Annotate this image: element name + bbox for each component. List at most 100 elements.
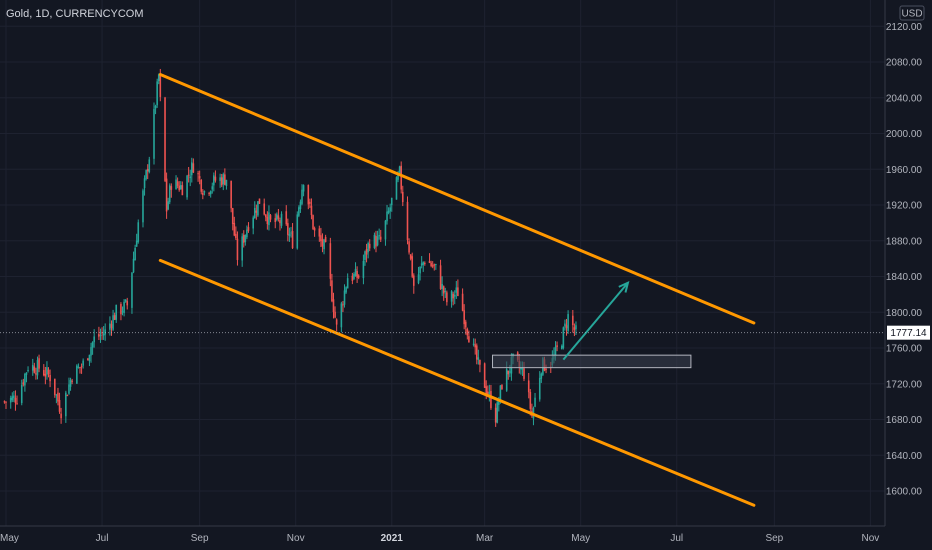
candle-body	[99, 335, 102, 337]
x-tick-label: May	[0, 533, 19, 544]
candle-body	[446, 292, 448, 303]
candle-body	[244, 235, 247, 243]
candle-body	[474, 344, 477, 348]
candle-body	[444, 290, 447, 292]
candle-body	[356, 270, 358, 278]
support-zone[interactable]	[492, 354, 692, 369]
candle-body	[208, 193, 210, 195]
candle-body	[521, 367, 524, 370]
candle-body	[55, 394, 58, 396]
x-axis-labels: May Jul Sep Nov 2021 Mar May Jul Sep Nov	[0, 533, 879, 544]
candle-body	[368, 243, 371, 249]
projection-arrow-head	[618, 280, 630, 293]
candle-body	[121, 311, 124, 313]
candle-body	[222, 174, 225, 185]
candle-body	[424, 262, 426, 264]
candle-body	[143, 178, 146, 189]
candle-body	[134, 247, 136, 261]
candles	[3, 68, 577, 427]
candle-body	[230, 180, 232, 209]
candle-body	[47, 369, 50, 375]
candle-body	[31, 364, 34, 371]
candle-body	[132, 258, 135, 273]
y-tick-label: 2040.00	[886, 93, 923, 104]
y-axis-labels: 2120.00 2080.00 2040.00 2000.00 1960.00 1920.…	[886, 22, 923, 498]
candle-body	[417, 274, 420, 284]
candle-body	[400, 165, 402, 190]
candle-body	[411, 256, 414, 277]
price-scale[interactable]	[885, 0, 932, 526]
candle-body	[357, 275, 360, 278]
candle-body	[274, 218, 277, 223]
y-tick-label: 1600.00	[886, 487, 923, 498]
x-tick-label: Mar	[476, 533, 494, 544]
candle-body	[192, 163, 195, 173]
candle-body	[214, 176, 217, 181]
candle-body	[386, 211, 388, 222]
candle-body	[156, 81, 158, 106]
candle-body	[332, 299, 335, 312]
candle-body	[321, 239, 324, 247]
candle-body	[364, 251, 366, 260]
candle-body	[534, 397, 536, 407]
candle-body	[258, 198, 261, 204]
candle-body	[268, 212, 270, 226]
candle-body	[179, 185, 182, 190]
candle-body	[153, 108, 155, 159]
candle-body	[529, 392, 532, 409]
candle-body	[343, 290, 346, 305]
currency-box[interactable]	[899, 5, 925, 21]
candle-body	[406, 201, 409, 240]
candle-body	[384, 220, 387, 240]
candle-body	[379, 236, 382, 240]
candle-body	[329, 243, 332, 279]
candle-body	[257, 201, 259, 216]
channel-line-upper[interactable]	[158, 73, 756, 325]
candle-body	[154, 105, 157, 109]
candle-body	[301, 189, 303, 204]
candle-body	[233, 222, 236, 236]
candle-body	[187, 174, 190, 176]
projection-arrow-shaft[interactable]	[562, 282, 629, 361]
candle-body	[397, 174, 399, 180]
candle-body	[365, 249, 368, 255]
candle-body	[213, 175, 215, 186]
candle-body	[408, 241, 410, 253]
candle-body	[320, 235, 322, 242]
candle-body	[49, 375, 51, 382]
candle-body	[175, 179, 177, 190]
candle-body	[142, 190, 144, 223]
candle-body	[3, 401, 6, 403]
candle-body	[13, 395, 15, 399]
candle-body	[296, 214, 299, 249]
candle-body	[442, 286, 445, 294]
candle-body	[209, 191, 212, 195]
candle-body	[324, 236, 327, 243]
candle-body	[291, 231, 294, 249]
channel-line-lower[interactable]	[158, 258, 756, 507]
candle-body	[298, 207, 300, 216]
candle-body	[318, 228, 321, 237]
candle-body	[33, 366, 36, 373]
candle-body	[485, 386, 488, 394]
candle-body	[461, 293, 464, 311]
x-tick-label: Sep	[191, 533, 209, 544]
candle-body	[276, 214, 278, 220]
candle-body	[157, 74, 160, 82]
time-scale[interactable]	[0, 526, 932, 550]
candle-body	[186, 175, 188, 198]
candle-body	[455, 287, 458, 293]
candle-body	[490, 390, 492, 409]
candle-body	[483, 363, 486, 388]
x-tick-label: Jul	[670, 533, 683, 544]
candle-body	[390, 197, 393, 206]
candle-body	[464, 321, 467, 328]
y-tick-label: 2080.00	[886, 58, 923, 69]
candle-body	[98, 333, 100, 337]
y-tick-label: 1960.00	[886, 165, 923, 176]
candle-body	[76, 365, 78, 384]
candle-body	[241, 236, 243, 261]
y-tick-label: 2120.00	[886, 22, 923, 33]
